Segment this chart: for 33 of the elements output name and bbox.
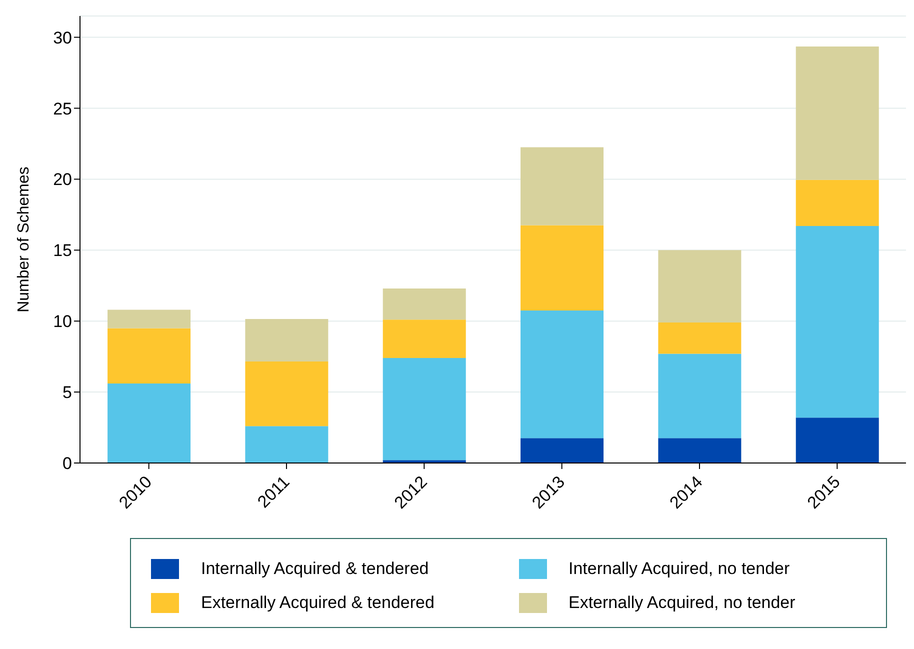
bar: [520, 225, 604, 310]
bar: [796, 46, 879, 180]
legend-label: Externally Acquired, no tender: [568, 593, 796, 613]
bar: [658, 250, 742, 323]
y-tick-label: 30: [53, 28, 72, 48]
bar: [108, 310, 191, 328]
y-tick-label: 0: [62, 454, 72, 474]
bar: [796, 180, 879, 226]
bar: [245, 362, 328, 426]
bar: [520, 147, 604, 226]
y-axis-title: Number of Schemes: [16, 166, 33, 312]
legend-label: Internally Acquired, no tender: [568, 559, 790, 579]
y-tick-label: 20: [53, 170, 72, 190]
bar: [245, 426, 328, 463]
legend-label: Internally Acquired & tendered: [201, 559, 429, 579]
bar: [520, 310, 604, 438]
bar: [108, 328, 191, 384]
bar: [382, 288, 466, 320]
bar: [658, 438, 742, 463]
y-tick-label: 15: [53, 241, 72, 260]
y-tick-label: 10: [53, 312, 72, 332]
bar: [658, 322, 742, 354]
bar: [796, 418, 879, 463]
y-tick-label: 5: [62, 383, 72, 402]
legend-label: Externally Acquired & tendered: [201, 593, 434, 613]
y-tick-label: 25: [53, 99, 72, 118]
bar: [108, 384, 191, 463]
bar: [658, 354, 742, 438]
bar: [245, 318, 328, 362]
bar: [382, 358, 466, 460]
bar: [382, 320, 466, 358]
bar: [520, 438, 604, 463]
bar: [796, 226, 879, 418]
